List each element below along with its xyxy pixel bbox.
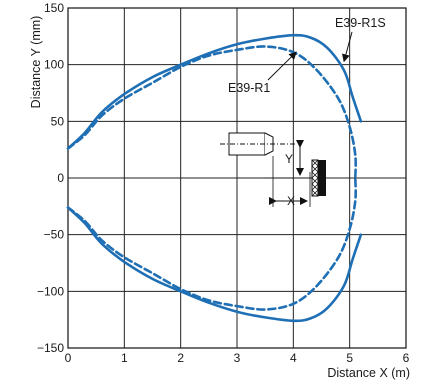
- x-tick-label-4: 4: [290, 351, 297, 365]
- y-tick-label-6: −150: [37, 341, 64, 355]
- y-tick-label-2: 50: [51, 114, 65, 128]
- reflector-hatch-line-b-1: [311, 165, 319, 173]
- x-tick-label-3: 3: [234, 351, 241, 365]
- y-tick-label-5: −100: [37, 284, 64, 298]
- reflector-hatch-line-b-4: [311, 183, 319, 191]
- series-curves: [66, 33, 363, 323]
- series-e39-r1s-upper: [66, 33, 363, 150]
- measurement-diagram: YX: [220, 132, 326, 208]
- reflector-hatch-line-b-5: [311, 189, 319, 197]
- x-tick-label-1: 1: [121, 351, 128, 365]
- annotation-arrow-e39-r1s: [342, 31, 353, 63]
- annotation-e39-r1: E39-R1: [228, 81, 270, 95]
- reflector-hatch-line-b-2: [311, 171, 319, 179]
- annotations: E39-R1S E39-R1: [228, 16, 386, 95]
- y-tick-label-0: 150: [44, 1, 64, 15]
- series-e39-r1-upper: [66, 45, 357, 180]
- y-tick-label-4: −50: [44, 228, 65, 242]
- annotation-arrow-e39-r1: [267, 51, 297, 81]
- y-tick-label-1: 100: [44, 58, 64, 72]
- reflector-hatch-line-b-3: [311, 177, 319, 185]
- inset-y-label: Y: [285, 152, 293, 166]
- x-tick-label-5: 5: [346, 351, 353, 365]
- x-axis-label: Distance X (m): [327, 366, 410, 380]
- reflector-plate: [318, 160, 326, 196]
- series-e39-r1-lower: [66, 176, 357, 311]
- reflector-hatch-line-b-0: [311, 159, 319, 167]
- y-tick-label-3: 0: [57, 171, 64, 185]
- y-axis-label: Distance Y (mm): [29, 16, 43, 109]
- x-tick-label-2: 2: [177, 351, 184, 365]
- x-tick-label-6: 6: [403, 351, 410, 365]
- annotation-e39-r1s: E39-R1S: [335, 16, 386, 30]
- series-e39-r1s-lower: [66, 206, 363, 323]
- inset-x-label: X: [287, 194, 295, 208]
- tick-labels: 0 1 2 3 4 5 6 150 100 50 0 −50 −100 −150: [37, 1, 410, 365]
- x-tick-label-0: 0: [65, 351, 72, 365]
- plot-frame: [67, 7, 407, 349]
